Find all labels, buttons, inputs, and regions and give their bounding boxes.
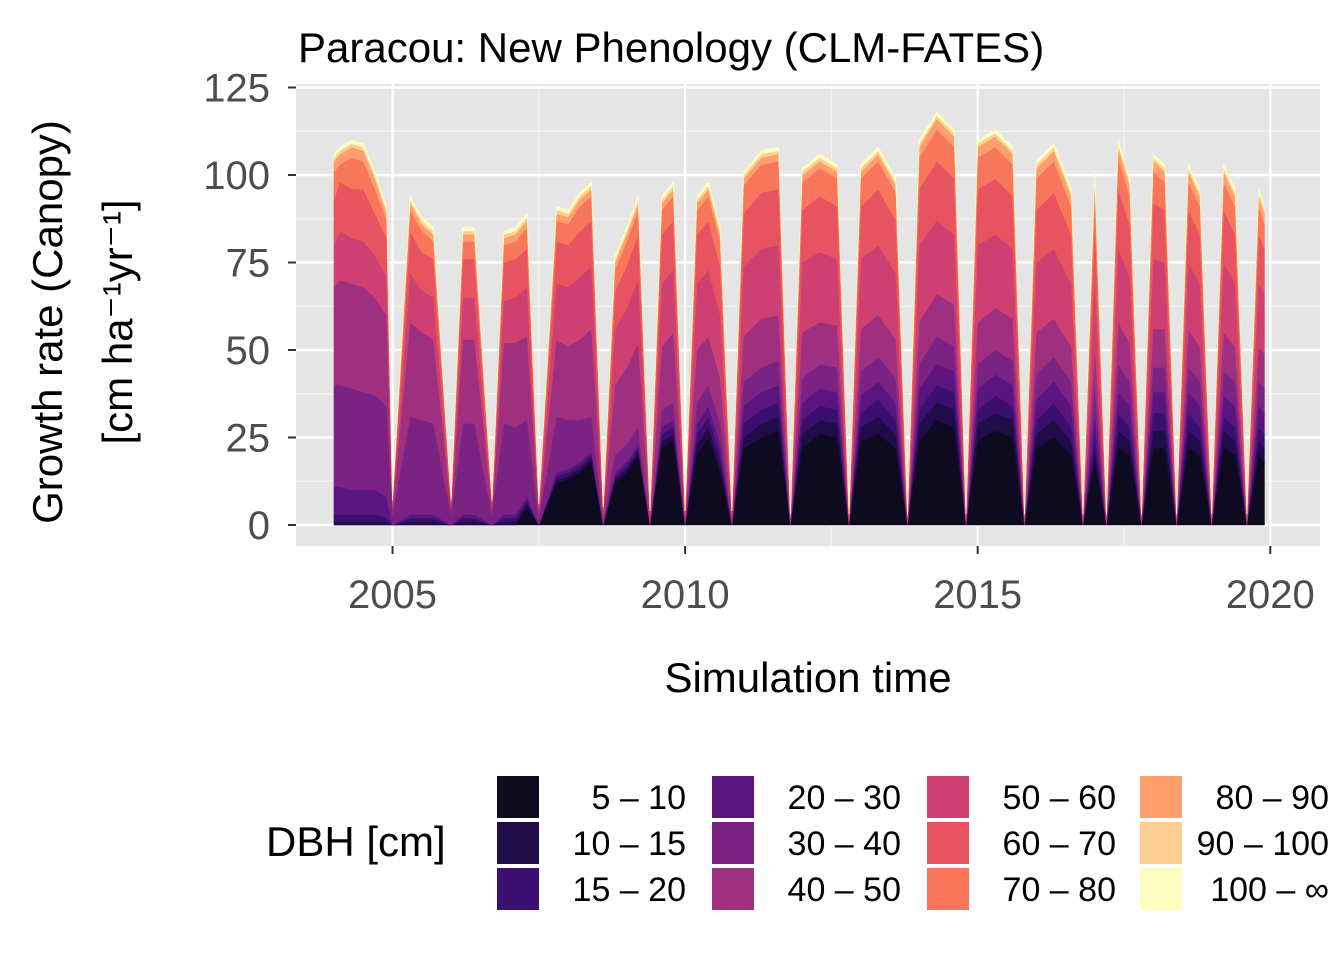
legend-label: 100 – ∞	[1210, 871, 1329, 909]
y-tick-label: 25	[226, 417, 271, 461]
axes: 0 25 50 75 100 125 2005 2010 2015 2020	[203, 67, 1315, 618]
legend-swatch	[495, 774, 541, 820]
legend-swatch	[925, 866, 971, 912]
y-axis-title-line1: Growth rate (Canopy)	[24, 120, 71, 524]
y-axis-title-line2: [cm ha⁻¹yr⁻¹]	[94, 199, 141, 444]
y-tick-label: 100	[203, 154, 270, 198]
legend-swatch	[925, 774, 971, 820]
legend-label: 90 – 100	[1197, 825, 1329, 863]
legend: 5 – 10 10 – 15 15 – 20 20 – 30 30 – 40 40 – 5…	[495, 774, 1329, 912]
legend-label: 15 – 20	[573, 871, 686, 909]
y-tick-label: 50	[226, 329, 271, 373]
legend-swatch	[1138, 820, 1184, 866]
legend-label: 10 – 15	[573, 825, 686, 863]
x-tick-label: 2010	[641, 573, 730, 617]
y-tick-label: 125	[203, 67, 270, 111]
area-series-12	[333, 111, 1265, 515]
legend-swatch	[925, 820, 971, 866]
legend-swatch	[710, 774, 756, 820]
y-tick-label: 0	[248, 504, 270, 548]
x-tick-label: 2005	[348, 573, 437, 617]
legend-title: DBH [cm]	[266, 818, 446, 865]
legend-swatch	[1138, 774, 1184, 820]
x-tick-label: 2020	[1226, 573, 1315, 617]
y-tick-label: 75	[226, 242, 271, 286]
legend-swatch	[495, 820, 541, 866]
legend-label: 5 – 10	[591, 779, 686, 817]
stacked-areas	[333, 111, 1265, 526]
legend-swatch	[1138, 866, 1184, 912]
legend-label: 60 – 70	[1003, 825, 1116, 863]
legend-label: 20 – 30	[788, 779, 901, 817]
x-tick-label: 2015	[933, 573, 1022, 617]
legend-swatch	[710, 820, 756, 866]
legend-label: 70 – 80	[1003, 871, 1116, 909]
chart-title: Paracou: New Phenology (CLM-FATES)	[298, 24, 1044, 71]
legend-label: 80 – 90	[1216, 779, 1329, 817]
legend-label: 40 – 50	[788, 871, 901, 909]
legend-label: 30 – 40	[788, 825, 901, 863]
legend-swatch	[710, 866, 756, 912]
x-axis-title: Simulation time	[664, 654, 951, 701]
legend-swatch	[495, 866, 541, 912]
legend-label: 50 – 60	[1003, 779, 1116, 817]
